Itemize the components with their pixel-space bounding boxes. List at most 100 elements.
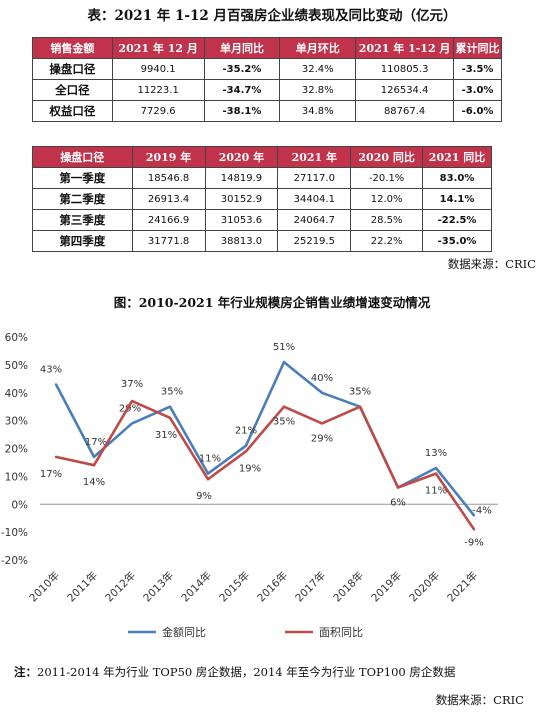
line-chart: -20%-10%0%10%20%30%40%50%60%2010年 2011年 20… — [1, 332, 498, 639]
table1-header: 销售金额 — [32, 37, 113, 59]
table1-cell: -34.7% — [203, 79, 281, 101]
table2-cell: 34404.1 — [277, 188, 352, 210]
table1-header: 累计同比 — [453, 37, 502, 59]
table1-row: 操盘口径 9940.1 -35.2% 32.4% 110805.3 -3.5% — [32, 58, 502, 80]
data-point — [282, 360, 286, 364]
data-label: 35% — [273, 417, 295, 428]
y-tick-label: -20% — [1, 555, 28, 567]
data-point — [282, 405, 286, 408]
y-tick-label: 60% — [5, 332, 28, 344]
table2-row: 第四季度 31771.8 38813.0 25219.5 22.2% -35.0… — [32, 230, 492, 252]
table2-cell: 38813.0 — [204, 230, 279, 252]
data-point — [54, 455, 58, 459]
table1-cell: -3.5% — [453, 58, 502, 80]
data-label: 17% — [40, 469, 62, 480]
table2-cell: 14819.9 — [204, 167, 279, 189]
table1-cell: 34.8% — [279, 100, 357, 122]
table1-cell: -38.1% — [203, 100, 281, 122]
table1-header: 2021 年 1-12 月 — [355, 37, 455, 59]
data-label: 51% — [273, 342, 295, 353]
data-point — [168, 405, 172, 408]
table2-cell: 28.5% — [350, 209, 424, 231]
data-label: 21% — [235, 426, 257, 437]
y-tick-label: 50% — [5, 360, 28, 372]
table2-row: 第二季度 26913.4 30152.9 34404.1 12.0% 14.1% — [32, 188, 492, 210]
x-tick-label: 2020年 — [407, 569, 443, 605]
data-point — [434, 466, 438, 470]
data-point — [206, 477, 210, 481]
table2-cell: 24064.7 — [277, 209, 352, 231]
data-point — [320, 391, 324, 394]
data-point — [472, 514, 476, 517]
table1-cell: -35.2% — [203, 58, 281, 80]
table1-cell: 7729.6 — [111, 100, 205, 122]
data-label: 37% — [121, 379, 143, 390]
footnote: 注：2011-2014 年为行业 TOP50 房企数据，2014 年至今为行业 … — [14, 664, 455, 680]
data-label: 19% — [239, 463, 261, 474]
x-tick-label: 2015年 — [217, 569, 253, 605]
y-tick-label: 30% — [5, 416, 28, 428]
x-tick-label: 2018年 — [331, 569, 367, 605]
table2-header-row: 操盘口径 2019 年 2020 年 2021 年 2020 同比 2021 同… — [32, 146, 492, 168]
data-point — [244, 450, 248, 453]
table2-header: 操盘口径 — [32, 146, 133, 168]
table1-cell: 32.4% — [279, 58, 357, 80]
table1-cell: 11223.1 — [111, 79, 205, 101]
legend-label: 面积同比 — [319, 626, 363, 639]
data-label: 29% — [311, 433, 333, 444]
table1-row-label: 全口径 — [32, 79, 113, 101]
table1-cell: 126534.4 — [355, 79, 455, 101]
data-label: 6% — [390, 498, 406, 509]
table2-header: 2020 年 — [204, 146, 279, 168]
table2-row-label: 第一季度 — [32, 167, 133, 189]
data-label: 13% — [425, 448, 447, 459]
footnote-label: 注： — [14, 665, 37, 679]
table2-row-label: 第二季度 — [32, 188, 133, 210]
data-label: 43% — [40, 364, 62, 375]
table2-cell: 24166.9 — [131, 209, 206, 231]
table1-cell: 32.8% — [279, 79, 357, 101]
x-tick-label: 2021年 — [445, 569, 481, 605]
table2-row-label: 第三季度 — [32, 209, 133, 231]
data-source: 数据来源：CRIC — [435, 693, 524, 707]
y-tick-label: 20% — [5, 444, 28, 456]
table2-cell: 14.1% — [422, 188, 492, 210]
x-tick-label: 2013年 — [141, 569, 177, 605]
table2-header: 2021 同比 — [422, 146, 492, 168]
footnote-text: 2011-2014 年为行业 TOP50 房企数据，2014 年至今为行业 TO… — [37, 665, 456, 679]
data-point — [206, 472, 210, 475]
table2-cell: 31053.6 — [204, 209, 279, 231]
table2-header: 2019 年 — [131, 146, 206, 168]
data-point — [130, 422, 134, 425]
table2-row: 第三季度 24166.9 31053.6 24064.7 28.5% -22.5… — [32, 209, 492, 231]
table2-row: 第一季度 18546.8 14819.9 27117.0 -20.1% 83.0… — [32, 167, 492, 189]
data-label: 40% — [311, 373, 333, 384]
table2-cell: 12.0% — [350, 188, 424, 210]
x-tick-label: 2014年 — [179, 569, 215, 605]
table1-header: 单月同比 — [203, 37, 281, 59]
table1-header: 单月环比 — [279, 37, 357, 59]
data-label: 31% — [155, 430, 177, 441]
x-tick-label: 2016年 — [255, 569, 291, 605]
table1-header: 2021 年 12 月 — [111, 37, 205, 59]
table1-title: 表：2021 年 1-12 月百强房企业绩表现及同比变动（亿元） — [87, 8, 457, 24]
y-tick-label: -10% — [1, 527, 28, 539]
table1: 销售金额 2021 年 12 月 单月同比 单月环比 2021 年 1-12 月… — [32, 37, 502, 122]
y-tick-label: 10% — [5, 471, 28, 483]
table2-row-label: 第四季度 — [32, 230, 133, 252]
data-label: 17% — [85, 437, 107, 448]
data-label: 9% — [196, 491, 212, 502]
x-tick-label: 2019年 — [369, 569, 405, 605]
data-point — [92, 464, 96, 467]
table1-cell: 9940.1 — [111, 58, 205, 80]
table1-row-label: 操盘口径 — [32, 58, 113, 80]
data-label: -9% — [464, 537, 483, 548]
data-point — [54, 383, 58, 386]
table2-cell: 18546.8 — [131, 167, 206, 189]
table2-cell: -20.1% — [350, 167, 424, 189]
y-tick-label: 40% — [5, 388, 28, 400]
data-label: 35% — [161, 387, 183, 398]
table2-header: 2021 年 — [277, 146, 352, 168]
table2: 操盘口径 2019 年 2020 年 2021 年 2020 同比 2021 同… — [32, 146, 492, 252]
table1-row: 全口径 11223.1 -34.7% 32.8% 126534.4 -3.0% — [32, 79, 502, 101]
